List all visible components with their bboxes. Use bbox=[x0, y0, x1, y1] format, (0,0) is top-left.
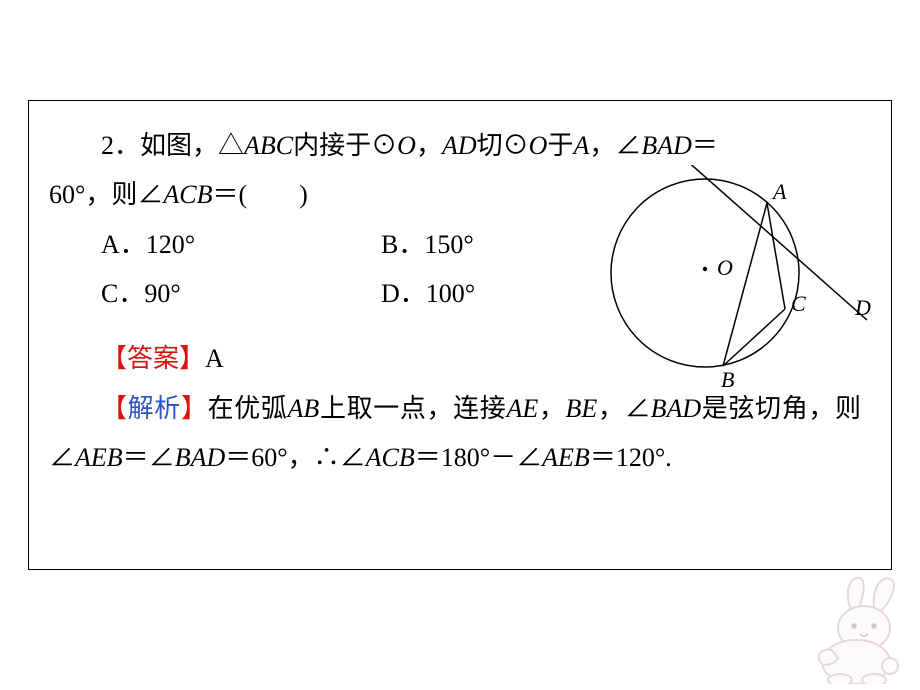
label-B: B bbox=[721, 367, 734, 392]
label-O: O bbox=[717, 255, 733, 280]
answer-value: A bbox=[205, 344, 224, 373]
question-line-1: 2．如图，△ABC内接于⊙O，AD切⊙O于A，∠BAD＝ bbox=[49, 121, 861, 170]
text-ABC: ABC bbox=[244, 131, 293, 160]
text-O: O bbox=[397, 131, 416, 160]
question-number: 2． bbox=[101, 131, 140, 160]
line-AD bbox=[677, 165, 867, 320]
analysis-block: 【解析】在优弧AB上取一点，连接AE，BE，∠BAD是弦切角，则∠AEB＝∠BA… bbox=[49, 384, 861, 483]
center-dot bbox=[703, 267, 707, 271]
text-BAD: BAD bbox=[641, 131, 692, 160]
circle-O bbox=[611, 179, 799, 367]
label-C: C bbox=[791, 291, 806, 316]
label-D: D bbox=[854, 295, 871, 320]
exercise-card: 2．如图，△ABC内接于⊙O，AD切⊙O于A，∠BAD＝ 60°，则∠ACB＝(… bbox=[28, 100, 892, 570]
text-ACB: ACB bbox=[163, 180, 212, 209]
answer-label: 答案 bbox=[127, 344, 179, 373]
option-C: C．90° bbox=[101, 269, 381, 318]
line-AB bbox=[723, 203, 767, 366]
analysis-label: 解析 bbox=[128, 394, 181, 423]
text-AD: AD bbox=[442, 131, 477, 160]
geometry-figure: O A B C D bbox=[567, 165, 877, 395]
line-BC bbox=[723, 309, 785, 366]
label-A: A bbox=[771, 179, 787, 204]
bunny-icon bbox=[794, 574, 914, 684]
option-A: A．120° bbox=[101, 220, 381, 269]
